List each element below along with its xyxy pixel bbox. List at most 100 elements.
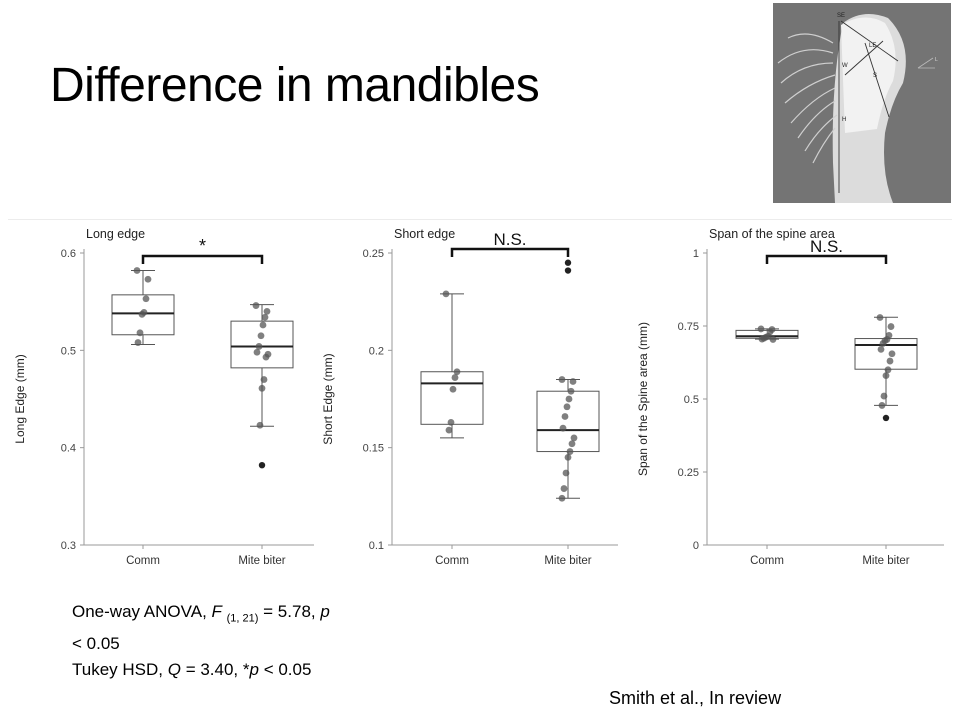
data-point <box>563 403 571 411</box>
data-point <box>453 368 461 376</box>
significance-label: * <box>199 236 206 256</box>
data-point <box>560 485 568 492</box>
anova-df: (1, 21) <box>226 612 259 625</box>
y-tick-label: 0.4 <box>61 443 76 455</box>
data-point <box>142 295 150 303</box>
data-point <box>449 385 457 393</box>
data-point <box>878 402 886 409</box>
photo-label-w: W <box>842 63 848 69</box>
data-point <box>568 440 576 448</box>
data-point <box>255 343 263 350</box>
boxplot-panel: 0.3 0.4 0.5 0.6 Long edge Long Edge (mm) Comm M… <box>13 227 944 567</box>
outlier-point <box>258 461 266 469</box>
slide-title: Difference in mandibles <box>50 59 540 112</box>
data-point <box>442 290 450 298</box>
data-point <box>133 267 141 274</box>
y-tick-label: 0.6 <box>61 248 76 260</box>
outlier-point <box>564 267 572 274</box>
data-point <box>565 395 573 403</box>
y-tick-label: 0.15 <box>363 443 384 455</box>
data-point <box>757 325 765 333</box>
y-tick-label: 0 <box>693 540 699 552</box>
significance-bracket <box>450 247 570 257</box>
anova-p-value: < 0.05 <box>72 634 120 654</box>
y-tick-label: 0.1 <box>369 540 384 552</box>
data-point <box>558 494 566 502</box>
data-point <box>884 366 892 374</box>
anova-f: F <box>211 602 222 621</box>
chart-title: Span of the spine area <box>709 227 835 241</box>
data-point <box>882 372 890 380</box>
y-axis-label: Long Edge (mm) <box>13 354 27 443</box>
data-point <box>886 357 894 365</box>
data-point <box>261 313 269 321</box>
x-tick-label: Comm <box>126 555 160 567</box>
data-point <box>252 302 260 309</box>
y-tick-label: 0.75 <box>678 321 699 333</box>
photo-label-l: L <box>935 57 938 63</box>
mandible-photo: SE LE W S H L <box>773 3 951 203</box>
tukey-p-value: < 0.05 <box>258 660 312 680</box>
data-point <box>559 424 567 432</box>
data-point <box>144 275 152 283</box>
data-point <box>769 336 777 343</box>
y-tick-label: 0.2 <box>369 345 384 357</box>
significance-label: N.S. <box>493 230 526 249</box>
data-point <box>262 353 270 361</box>
data-point <box>136 329 144 337</box>
y-tick-label: 0.5 <box>684 394 699 406</box>
data-point <box>134 339 142 346</box>
data-point <box>758 335 766 343</box>
data-point <box>569 378 577 385</box>
tukey-q: Q <box>167 660 181 680</box>
data-point <box>566 448 574 455</box>
x-tick-label: Mite biter <box>238 555 285 567</box>
y-axis-label: Short Edge (mm) <box>321 353 335 444</box>
tukey-p: p <box>249 660 259 680</box>
tukey-value: = 3.40, * <box>180 660 250 680</box>
anova-prefix: One-way ANOVA, <box>72 602 212 621</box>
x-tick-label: Mite biter <box>544 555 591 567</box>
y-tick-label: 1 <box>693 248 699 260</box>
photo-label-se: SE <box>837 13 845 19</box>
y-tick-label: 0.25 <box>678 467 699 479</box>
data-point <box>561 413 569 420</box>
data-point <box>567 387 575 395</box>
box <box>420 371 484 425</box>
y-tick-label: 0.25 <box>363 248 384 260</box>
stats-text: One-way ANOVA, F (1, 21) = 5.78, p < 0.0… <box>72 599 342 683</box>
data-point <box>562 469 570 477</box>
x-tick-label: Comm <box>750 555 784 567</box>
outlier-point <box>882 414 890 422</box>
divider <box>8 219 952 220</box>
significance-bracket <box>141 254 264 264</box>
data-point <box>447 418 455 426</box>
tukey-prefix: Tukey HSD, <box>72 660 168 680</box>
x-tick-label: Mite biter <box>862 555 909 567</box>
data-point <box>570 434 578 442</box>
box <box>230 320 294 369</box>
chart-title: Long edge <box>86 227 145 241</box>
x-tick-label: Comm <box>435 555 469 567</box>
data-point <box>558 376 566 383</box>
citation: Smith et al., In review <box>609 688 782 708</box>
data-point <box>564 454 572 461</box>
outlier-point <box>564 259 572 266</box>
y-tick-label: 0.5 <box>61 345 76 357</box>
anova-p: p <box>320 602 330 621</box>
data-point <box>876 314 884 321</box>
data-point <box>887 323 895 330</box>
significance-bracket <box>765 254 888 264</box>
data-point <box>138 310 146 318</box>
photo-label-h: H <box>842 117 846 123</box>
data-point <box>451 374 459 381</box>
data-point <box>879 340 887 347</box>
significance-label: N.S. <box>810 237 843 256</box>
photo-label-s: S <box>873 73 877 79</box>
y-axis-label: Span of the Spine area (mm) <box>636 322 650 476</box>
photo-label-le: LE <box>869 43 876 49</box>
data-point <box>877 345 885 353</box>
data-point <box>259 321 267 329</box>
y-tick-label: 0.3 <box>61 540 76 552</box>
data-point <box>445 426 453 434</box>
